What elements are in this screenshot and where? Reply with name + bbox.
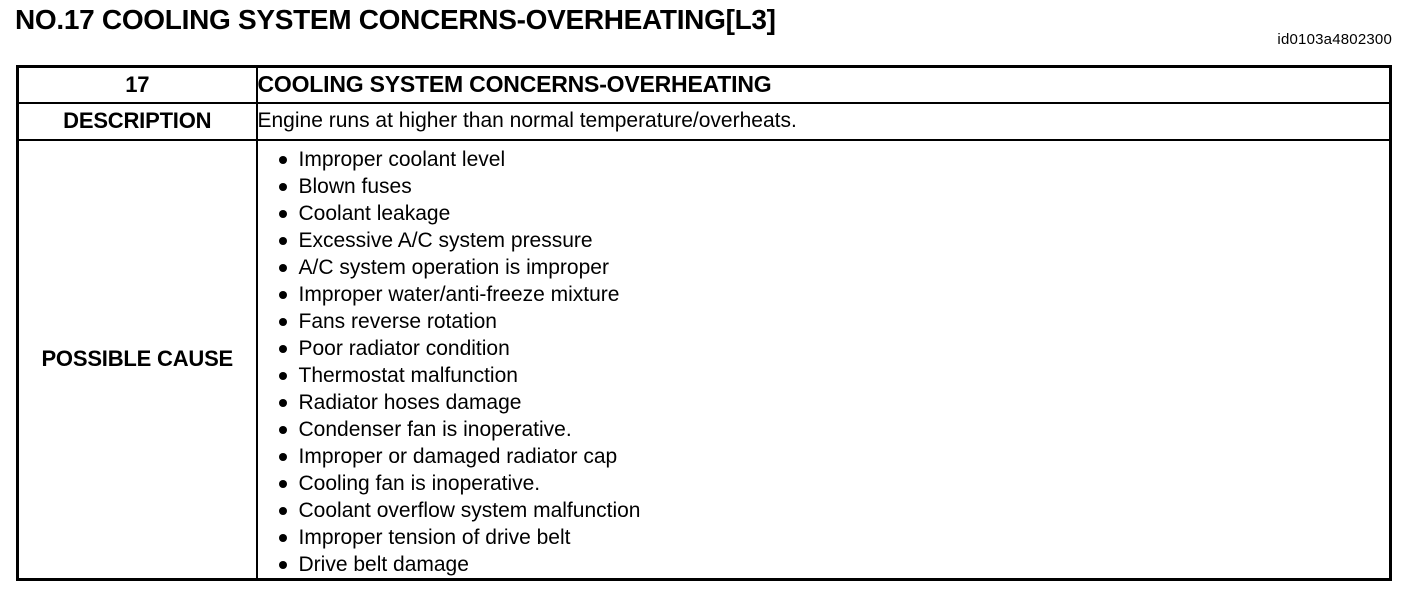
possible-cause-text: Excessive A/C system pressure <box>298 228 593 252</box>
bullet-icon <box>278 236 287 245</box>
bullet-icon <box>278 398 287 407</box>
description-label-cell: DESCRIPTION <box>16 101 258 141</box>
bullet-icon <box>278 263 287 272</box>
possible-cause-text: Blown fuses <box>298 174 412 198</box>
bullet-icon <box>278 533 287 542</box>
bullet-icon <box>278 182 287 191</box>
possible-cause-text: Coolant leakage <box>298 201 451 225</box>
possible-cause-item: Radiator hoses damage <box>258 389 1390 416</box>
description-value-cell: Engine runs at higher than normal temper… <box>255 101 1392 141</box>
concern-number-cell: 17 <box>16 65 258 104</box>
bullet-icon <box>278 371 287 380</box>
doc-id: id0103a4802300 <box>1277 31 1392 48</box>
table-row-description: DESCRIPTION Engine runs at higher than n… <box>16 101 1392 141</box>
possible-cause-text: Radiator hoses damage <box>298 390 522 414</box>
possible-cause-text: Thermostat malfunction <box>298 363 518 387</box>
possible-cause-text: Improper coolant level <box>298 147 506 171</box>
possible-cause-value-cell: Improper coolant level Blown fuses Coola… <box>255 138 1392 581</box>
possible-cause-list: Improper coolant level Blown fuses Coola… <box>258 141 1390 578</box>
possible-cause-item: Improper tension of drive belt <box>258 524 1390 551</box>
concern-title-cell: COOLING SYSTEM CONCERNS-OVERHEATING <box>255 65 1392 104</box>
possible-cause-item: Poor radiator condition <box>258 335 1390 362</box>
possible-cause-item: Thermostat malfunction <box>258 362 1390 389</box>
possible-cause-item: Drive belt damage <box>258 551 1390 578</box>
bullet-icon <box>278 479 287 488</box>
possible-cause-item: A/C system operation is improper <box>258 254 1390 281</box>
possible-cause-item: Coolant overflow system malfunction <box>258 497 1390 524</box>
troubleshooting-table: 17 COOLING SYSTEM CONCERNS-OVERHEATING D… <box>16 65 1392 581</box>
bullet-icon <box>278 209 287 218</box>
page-title: NO.17 COOLING SYSTEM CONCERNS-OVERHEATIN… <box>15 4 776 35</box>
possible-cause-item: Cooling fan is inoperative. <box>258 470 1390 497</box>
possible-cause-item: Blown fuses <box>258 173 1390 200</box>
possible-cause-item: Coolant leakage <box>258 200 1390 227</box>
possible-cause-item: Condenser fan is inoperative. <box>258 416 1390 443</box>
bullet-icon <box>278 344 287 353</box>
possible-cause-text: Poor radiator condition <box>298 336 510 360</box>
possible-cause-item: Excessive A/C system pressure <box>258 227 1390 254</box>
possible-cause-item: Improper water/anti-freeze mixture <box>258 281 1390 308</box>
possible-cause-item: Improper or damaged radiator cap <box>258 443 1390 470</box>
possible-cause-text: Coolant overflow system malfunction <box>298 498 641 522</box>
bullet-icon <box>278 290 287 299</box>
possible-cause-text: Drive belt damage <box>298 552 469 576</box>
bullet-icon <box>278 560 287 569</box>
possible-cause-item: Fans reverse rotation <box>258 308 1390 335</box>
bullet-icon <box>278 506 287 515</box>
table-row-possible-cause: POSSIBLE CAUSE Improper coolant level <box>16 138 1392 581</box>
bullet-icon <box>278 452 287 461</box>
possible-cause-text: Fans reverse rotation <box>298 309 497 333</box>
possible-cause-item: Improper coolant level <box>258 146 1390 173</box>
possible-cause-text: Improper tension of drive belt <box>298 525 571 549</box>
bullet-icon <box>278 425 287 434</box>
possible-cause-text: Condenser fan is inoperative. <box>298 417 572 441</box>
table-row-number: 17 COOLING SYSTEM CONCERNS-OVERHEATING <box>16 65 1392 104</box>
possible-cause-text: Improper water/anti-freeze mixture <box>298 282 620 306</box>
possible-cause-text: Cooling fan is inoperative. <box>298 471 541 495</box>
possible-cause-text: Improper or damaged radiator cap <box>298 444 618 468</box>
bullet-icon <box>278 317 287 326</box>
possible-cause-text: A/C system operation is improper <box>298 255 609 279</box>
possible-cause-label-cell: POSSIBLE CAUSE <box>16 138 258 581</box>
bullet-icon <box>278 155 287 164</box>
